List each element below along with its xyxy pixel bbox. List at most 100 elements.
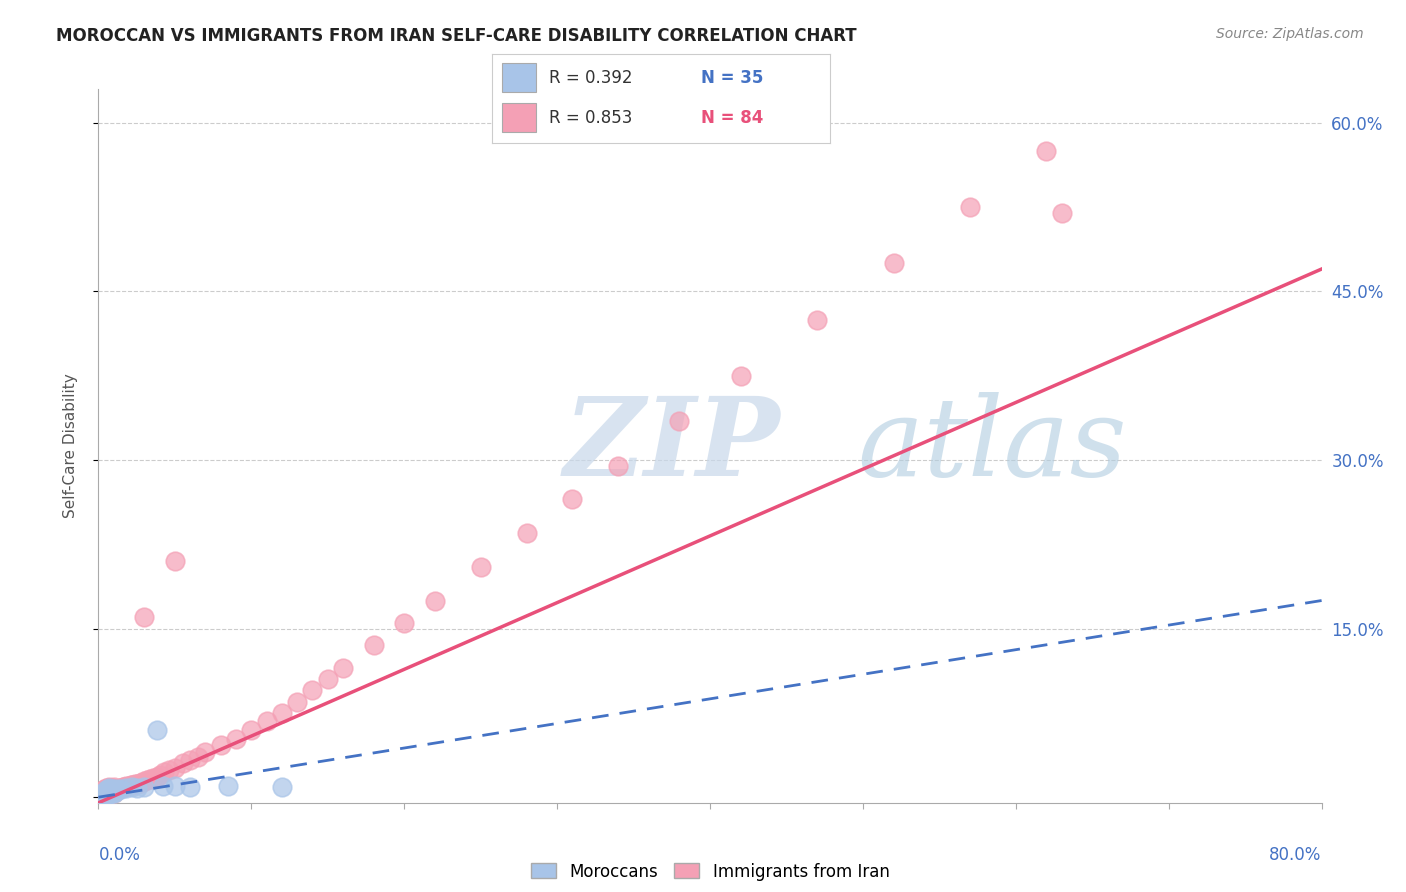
Text: MOROCCAN VS IMMIGRANTS FROM IRAN SELF-CARE DISABILITY CORRELATION CHART: MOROCCAN VS IMMIGRANTS FROM IRAN SELF-CA… xyxy=(56,27,856,45)
Text: 0.0%: 0.0% xyxy=(98,846,141,863)
Point xyxy=(111,780,134,794)
Point xyxy=(194,745,217,759)
Point xyxy=(103,786,125,800)
Point xyxy=(121,780,143,794)
Point xyxy=(270,706,292,720)
Point xyxy=(105,783,128,797)
Point xyxy=(97,787,120,801)
Point xyxy=(97,783,120,797)
Point xyxy=(94,782,117,797)
Point xyxy=(128,775,150,789)
Point xyxy=(98,780,121,794)
Point xyxy=(134,780,156,794)
Point xyxy=(120,778,142,792)
Point xyxy=(285,695,308,709)
Text: N = 35: N = 35 xyxy=(702,69,763,87)
Point xyxy=(332,661,354,675)
Point xyxy=(124,777,146,791)
Point xyxy=(98,787,121,801)
Point xyxy=(103,786,125,800)
FancyBboxPatch shape xyxy=(502,63,536,92)
Legend: Moroccans, Immigrants from Iran: Moroccans, Immigrants from Iran xyxy=(524,856,896,888)
Point xyxy=(93,787,115,801)
Y-axis label: Self-Care Disability: Self-Care Disability xyxy=(63,374,77,518)
Point xyxy=(91,783,114,797)
Point xyxy=(94,781,117,796)
Point xyxy=(93,787,115,801)
Point xyxy=(97,781,120,796)
Point xyxy=(94,786,117,800)
Text: Source: ZipAtlas.com: Source: ZipAtlas.com xyxy=(1216,27,1364,41)
Point xyxy=(91,784,114,798)
Point xyxy=(607,458,630,473)
Point xyxy=(149,768,172,782)
Point xyxy=(90,784,112,798)
Point xyxy=(139,772,162,787)
Point xyxy=(145,770,167,784)
Point xyxy=(94,783,117,797)
Point xyxy=(91,786,114,800)
Point xyxy=(136,773,159,788)
Point xyxy=(172,756,194,771)
Point xyxy=(94,784,117,798)
Point xyxy=(217,779,239,793)
Point xyxy=(145,723,167,737)
Point xyxy=(91,786,114,800)
Point xyxy=(110,782,132,797)
Point xyxy=(98,781,121,796)
Point xyxy=(152,779,174,793)
Point xyxy=(301,683,323,698)
Point xyxy=(470,559,492,574)
Point xyxy=(93,784,115,798)
Text: R = 0.392: R = 0.392 xyxy=(550,69,633,87)
Point xyxy=(225,731,247,746)
Point xyxy=(101,782,124,797)
Point xyxy=(94,784,117,798)
Point xyxy=(256,714,278,728)
Point xyxy=(98,782,121,797)
Text: atlas: atlas xyxy=(856,392,1126,500)
Point xyxy=(98,787,121,801)
Point xyxy=(516,526,538,541)
Point xyxy=(98,786,121,800)
Point xyxy=(423,593,446,607)
Point xyxy=(561,492,583,507)
Point xyxy=(94,786,117,800)
Point xyxy=(93,783,115,797)
Point xyxy=(806,312,828,326)
Point xyxy=(101,786,124,800)
Point xyxy=(107,782,129,797)
Point xyxy=(1050,206,1073,220)
Point xyxy=(97,786,120,800)
Point xyxy=(103,782,125,797)
Point xyxy=(98,784,121,798)
Point xyxy=(316,672,339,686)
Point xyxy=(179,753,201,767)
Point xyxy=(240,723,263,737)
Text: ZIP: ZIP xyxy=(564,392,780,500)
FancyBboxPatch shape xyxy=(502,103,536,132)
Point xyxy=(121,778,143,792)
Point xyxy=(209,739,232,753)
Point xyxy=(105,782,128,797)
Point xyxy=(103,783,125,797)
Point xyxy=(179,780,201,794)
Point xyxy=(94,787,117,801)
Point xyxy=(100,786,122,800)
Point xyxy=(100,783,122,797)
Point xyxy=(101,782,124,797)
Point xyxy=(115,779,138,793)
Point xyxy=(97,784,120,798)
Point xyxy=(134,610,156,624)
Point xyxy=(163,554,186,568)
Point xyxy=(270,780,292,794)
Point xyxy=(101,786,124,800)
Point xyxy=(157,763,180,777)
Point xyxy=(98,783,121,797)
Point xyxy=(187,749,209,764)
Point xyxy=(100,781,122,796)
Point xyxy=(93,782,115,797)
Point xyxy=(94,787,117,801)
Point xyxy=(153,765,176,780)
Point xyxy=(93,784,115,798)
